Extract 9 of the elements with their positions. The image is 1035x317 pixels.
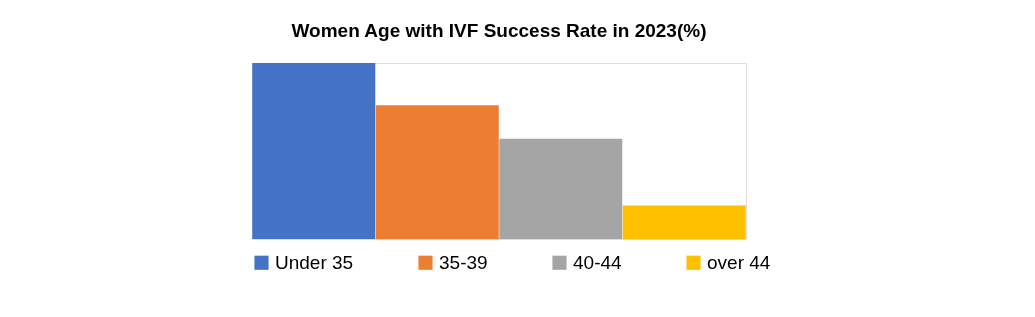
chart-title: Women Age with IVF Success Rate in 2023(%) xyxy=(291,20,707,41)
bar xyxy=(622,205,746,239)
bar xyxy=(375,105,499,239)
legend-label: over 44 xyxy=(707,251,771,273)
legend-label: 35-39 xyxy=(439,251,488,273)
legend-label: Under 35 xyxy=(275,251,354,273)
legend-label: 40-44 xyxy=(573,251,623,273)
bar xyxy=(252,63,376,239)
bar xyxy=(499,138,623,239)
